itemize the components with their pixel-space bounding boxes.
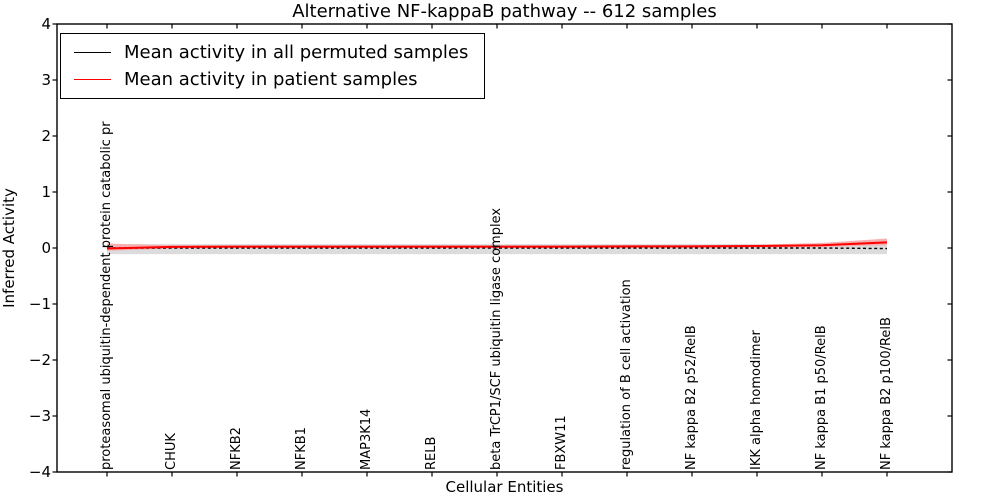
y-tick-label: −3 bbox=[28, 407, 51, 425]
y-tick-label: 1 bbox=[41, 183, 51, 201]
legend-label-permuted: Mean activity in all permuted samples bbox=[124, 42, 469, 63]
legend-line-black bbox=[74, 52, 111, 53]
x-tick-label: NF kappa B2 p100/RelB bbox=[879, 317, 894, 470]
x-tick-label: CHUK bbox=[164, 433, 179, 470]
y-tick-label: 3 bbox=[41, 71, 51, 89]
x-tick-label: regulation of B cell activation bbox=[619, 279, 634, 470]
x-tick-label: IKK alpha homodimer bbox=[749, 330, 764, 470]
series-line-1 bbox=[106, 241, 888, 250]
x-axis-label: Cellular Entities bbox=[445, 478, 564, 496]
x-tick-label: NF kappa B2 p52/RelB bbox=[684, 325, 699, 470]
legend-label-patient: Mean activity in patient samples bbox=[124, 69, 418, 90]
x-tick-label: NFKB1 bbox=[294, 427, 309, 470]
y-tick-label: −4 bbox=[28, 463, 51, 481]
x-tick-label: proteasomal ubiquitin-dependent protein … bbox=[99, 121, 114, 470]
y-tick-label: −1 bbox=[28, 295, 51, 313]
x-tick-label: FBXW11 bbox=[554, 415, 569, 470]
plot-frame bbox=[56, 23, 953, 473]
x-tick-label: NF kappa B1 p50/RelB bbox=[814, 325, 829, 470]
x-tick-label: MAP3K14 bbox=[359, 408, 374, 470]
legend: Mean activity in all permuted samples Me… bbox=[60, 33, 486, 99]
x-tick-label: beta TrCP1/SCF ubiquitin ligase complex bbox=[489, 207, 504, 470]
legend-item-permuted: Mean activity in all permuted samples bbox=[61, 39, 468, 66]
legend-line-red bbox=[74, 79, 111, 80]
y-tick-label: 0 bbox=[41, 239, 51, 257]
y-tick-label: 2 bbox=[41, 127, 51, 145]
y-tick-label: −2 bbox=[28, 351, 51, 369]
series-line-0 bbox=[107, 247, 888, 250]
x-tick-label: RELB bbox=[424, 436, 439, 470]
x-tick-label: NFKB2 bbox=[229, 427, 244, 470]
chart-title: Alternative NF-kappaB pathway -- 612 sam… bbox=[292, 1, 717, 22]
y-tick-label: 4 bbox=[41, 15, 51, 33]
legend-item-patient: Mean activity in patient samples bbox=[61, 66, 468, 93]
